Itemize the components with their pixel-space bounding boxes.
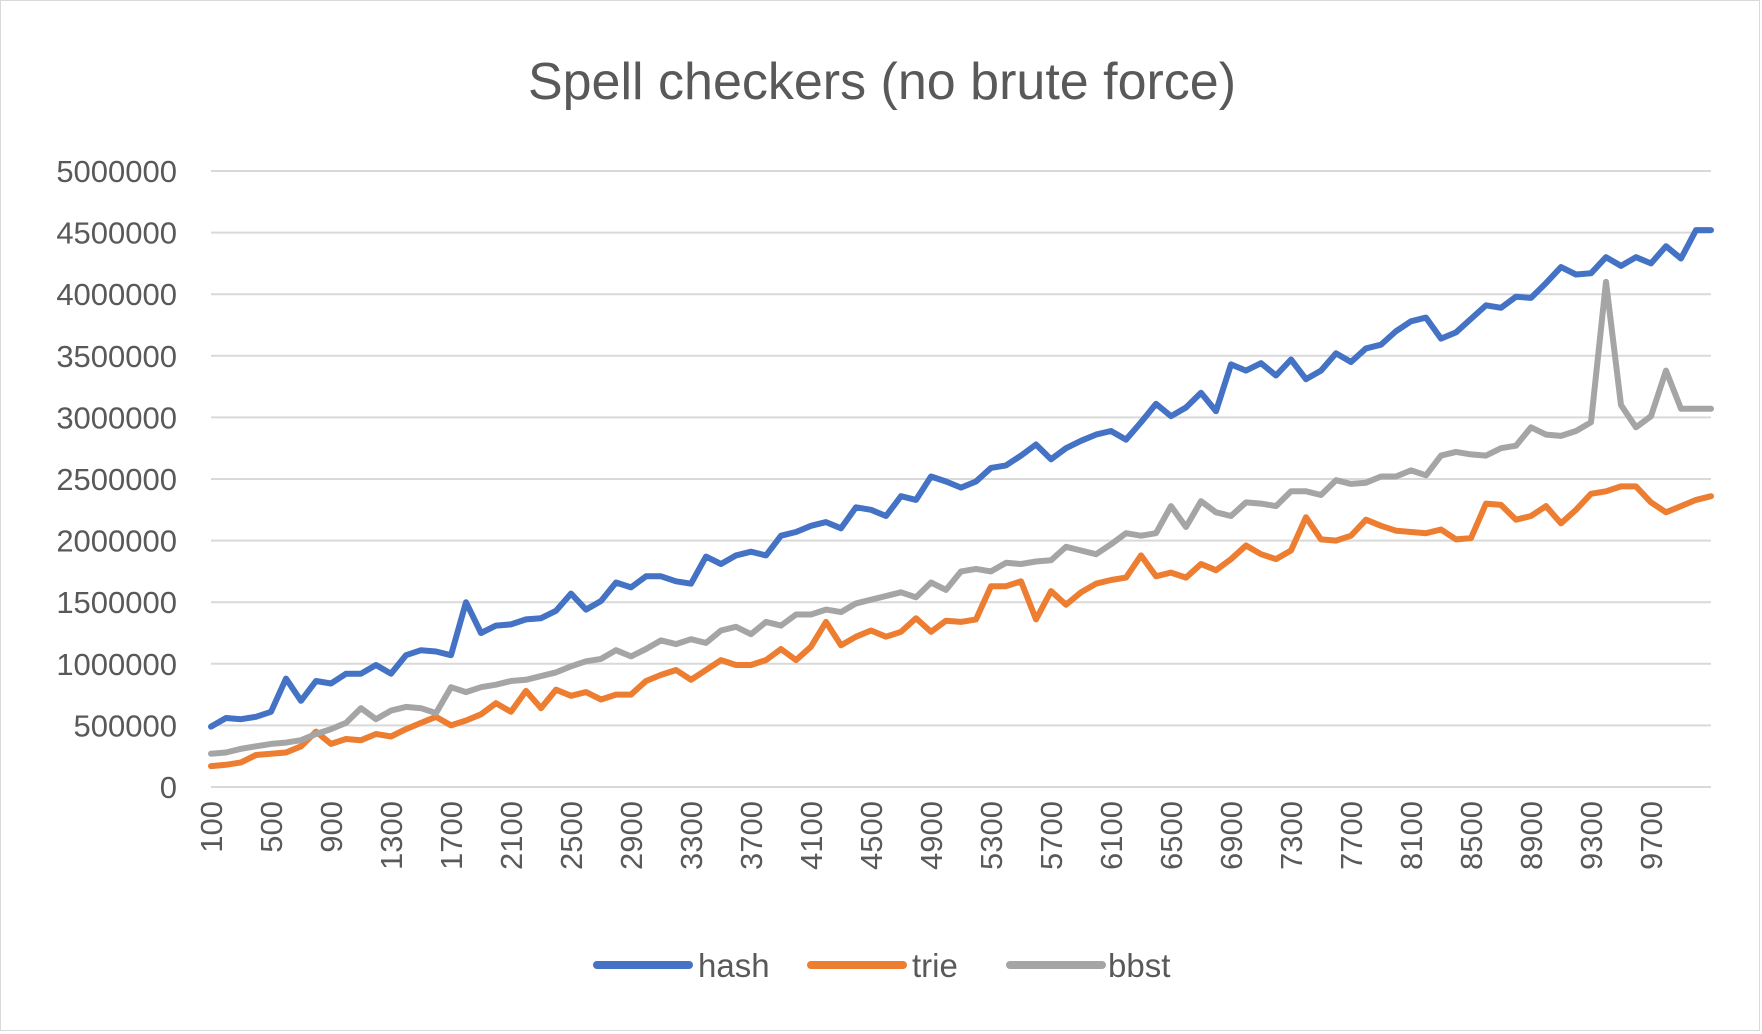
x-tick-label: 9700 — [1634, 801, 1669, 870]
x-tick-label: 1300 — [374, 801, 409, 870]
y-tick-label: 0 — [160, 770, 177, 805]
x-tick-label: 1700 — [434, 801, 469, 870]
y-tick-label: 3000000 — [56, 400, 177, 435]
y-axis-tick-labels: 0 500000 1000000 1500000 2000000 2500000 30000… — [56, 154, 177, 805]
y-tick-label: 4000000 — [56, 277, 177, 312]
y-tick-label: 500000 — [74, 708, 177, 743]
x-tick-label: 7300 — [1274, 801, 1309, 870]
series-lines — [211, 230, 1711, 766]
x-tick-label: 3700 — [734, 801, 769, 870]
x-tick-label: 6500 — [1154, 801, 1189, 870]
y-tick-label: 2000000 — [56, 524, 177, 559]
legend-item-hash: hash — [597, 947, 770, 984]
x-tick-label: 900 — [314, 801, 349, 853]
legend: hash trie bbst — [597, 947, 1170, 984]
chart-title: Spell checkers (no brute force) — [528, 53, 1236, 111]
x-tick-label: 100 — [194, 801, 229, 853]
legend-label: trie — [912, 947, 958, 984]
x-tick-label: 2100 — [494, 801, 529, 870]
legend-label: bbst — [1108, 947, 1170, 984]
x-tick-label: 5700 — [1034, 801, 1069, 870]
series-line-bbst — [211, 282, 1711, 754]
y-tick-label: 1500000 — [56, 585, 177, 620]
x-tick-label: 2500 — [554, 801, 589, 870]
y-tick-label: 2500000 — [56, 462, 177, 497]
x-tick-label: 4900 — [914, 801, 949, 870]
legend-label: hash — [698, 947, 770, 984]
series-line-trie — [211, 486, 1711, 766]
x-tick-label: 9300 — [1574, 801, 1609, 870]
y-tick-label: 1000000 — [56, 647, 177, 682]
y-tick-label: 5000000 — [56, 154, 177, 189]
x-tick-label: 2900 — [614, 801, 649, 870]
x-tick-label: 4100 — [794, 801, 829, 870]
x-tick-label: 500 — [254, 801, 289, 853]
gridlines — [211, 171, 1711, 787]
x-tick-label: 8900 — [1514, 801, 1549, 870]
legend-item-bbst: bbst — [1010, 947, 1170, 984]
x-tick-label: 6100 — [1094, 801, 1129, 870]
x-tick-label: 6900 — [1214, 801, 1249, 870]
legend-item-trie: trie — [811, 947, 958, 984]
x-axis-tick-labels: 100 500 900 1300 1700 2100 2500 2900 3300 3700 410… — [194, 801, 1669, 870]
x-tick-label: 8500 — [1454, 801, 1489, 870]
x-tick-label: 3300 — [674, 801, 709, 870]
x-tick-label: 4500 — [854, 801, 889, 870]
x-tick-label: 5300 — [974, 801, 1009, 870]
x-tick-label: 7700 — [1334, 801, 1369, 870]
y-tick-label: 3500000 — [56, 339, 177, 374]
x-tick-label: 8100 — [1394, 801, 1429, 870]
y-tick-label: 4500000 — [56, 216, 177, 251]
